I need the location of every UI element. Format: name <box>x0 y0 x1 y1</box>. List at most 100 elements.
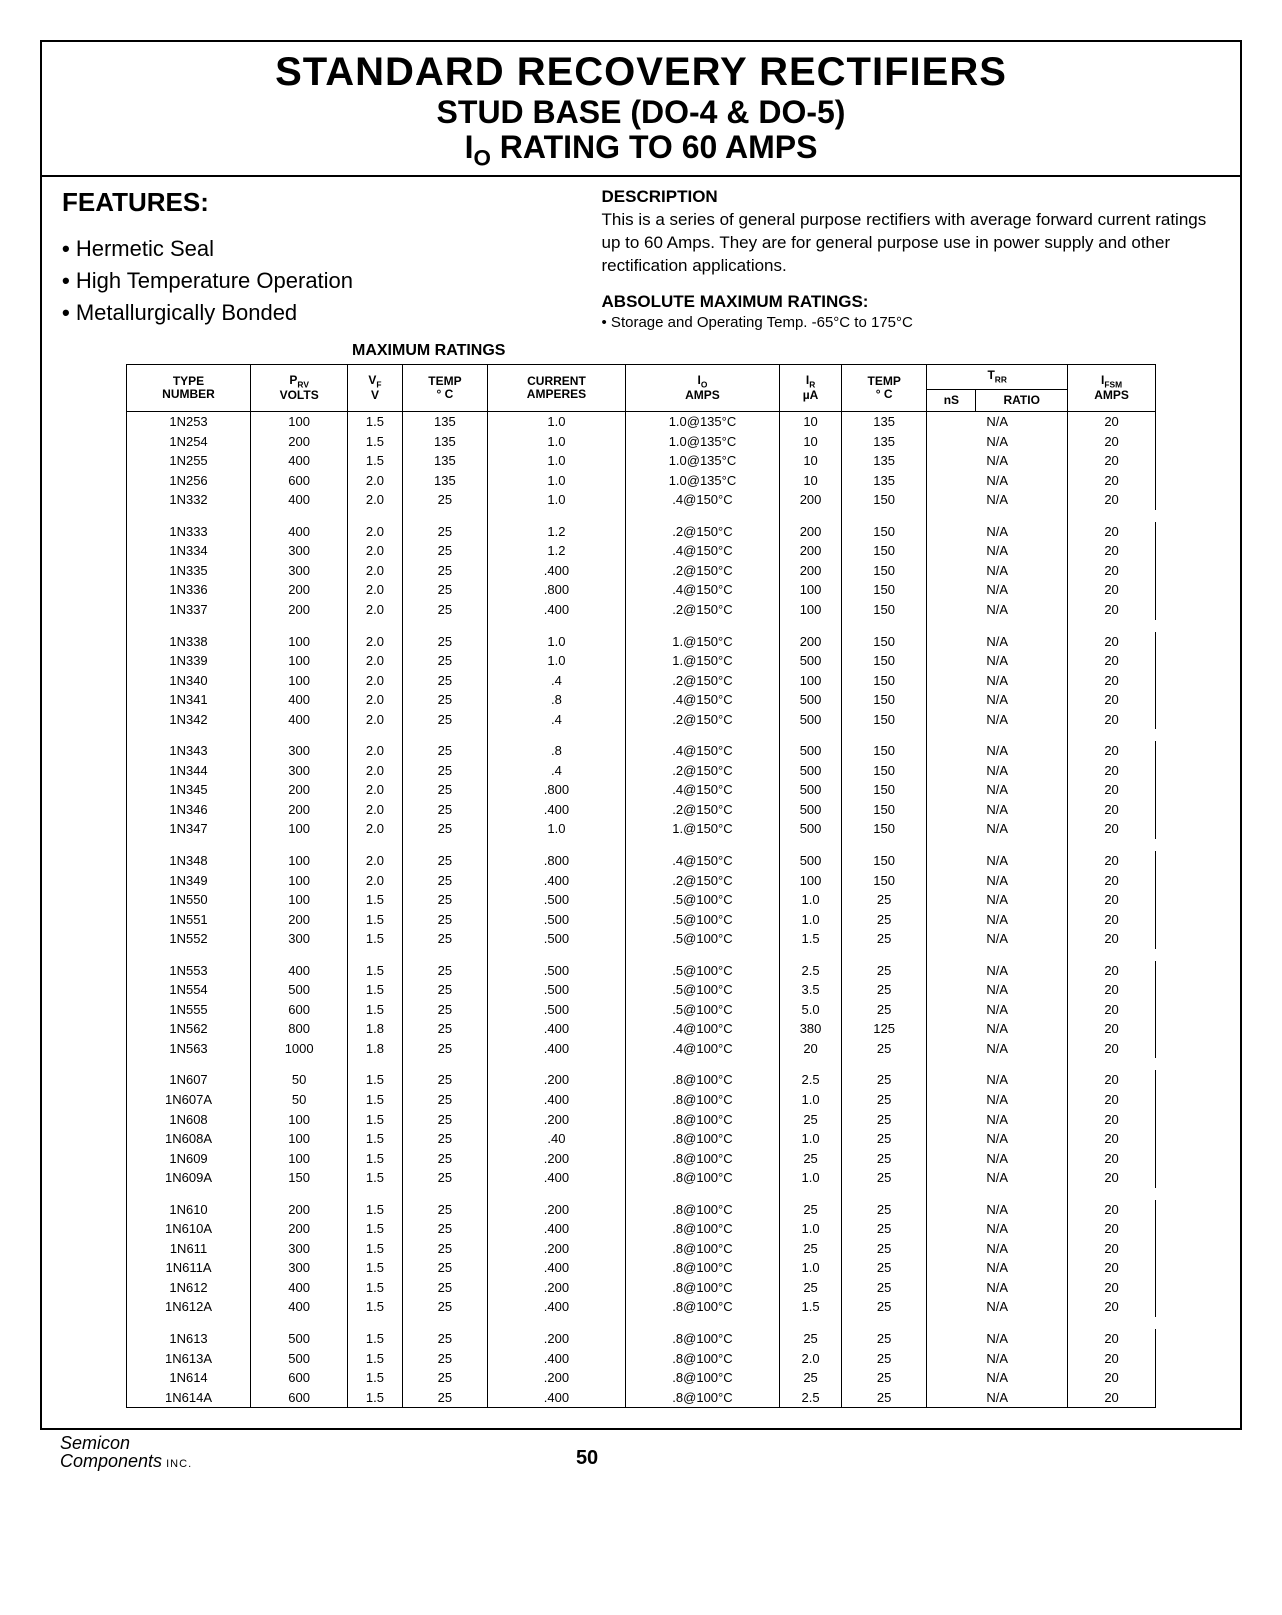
table-row: 1N607501.525.200.8@100°C2.525N/A20 <box>126 1070 1155 1090</box>
sep-cell <box>841 1058 926 1070</box>
sep-cell <box>348 1058 403 1070</box>
table-row: 1N6124001.525.200.8@100°C2525N/A20 <box>126 1278 1155 1298</box>
table-cell: 300 <box>251 1258 348 1278</box>
table-cell: 1N253 <box>126 412 250 432</box>
table-cell: 1N335 <box>126 561 250 581</box>
sep-cell <box>251 839 348 851</box>
table-cell: 150 <box>841 600 926 620</box>
table-cell: 600 <box>251 1000 348 1020</box>
table-cell: 1N341 <box>126 690 250 710</box>
table-row: 1N6135001.525.200.8@100°C2525N/A20 <box>126 1329 1155 1349</box>
table-cell: 25 <box>402 651 487 671</box>
table-cell: 1.0 <box>780 1129 842 1149</box>
description-text: This is a series of general purpose rect… <box>602 209 1220 278</box>
th-ir: IRµA <box>780 365 842 412</box>
table-cell: .5@100°C <box>625 1000 779 1020</box>
table-row: 1N3324002.0251.0.4@150°C200150N/A20 <box>126 490 1155 510</box>
table-cell: 25 <box>402 1297 487 1317</box>
table-cell: 25 <box>780 1278 842 1298</box>
sep-cell <box>841 839 926 851</box>
table-cell: .500 <box>488 890 626 910</box>
table-row: 1N608A1001.525.40.8@100°C1.025N/A20 <box>126 1129 1155 1149</box>
table-cell: 1N614A <box>126 1388 250 1408</box>
table-cell: 1.0 <box>488 451 626 471</box>
table-cell: 25 <box>402 761 487 781</box>
table-cell: .200 <box>488 1200 626 1220</box>
table-cell: 2.5 <box>780 961 842 981</box>
sep-cell <box>841 510 926 522</box>
table-cell: .400 <box>488 1297 626 1317</box>
table-cell: 1N334 <box>126 541 250 561</box>
table-cell: 100 <box>251 890 348 910</box>
table-cell: 25 <box>402 980 487 1000</box>
table-cell: 20 <box>1068 1000 1156 1020</box>
table-cell: 200 <box>780 561 842 581</box>
table-cell: 20 <box>1068 780 1156 800</box>
table-cell-trr: N/A <box>927 412 1068 432</box>
table-cell: 500 <box>780 780 842 800</box>
table-cell: 25 <box>841 1149 926 1169</box>
sep-cell <box>841 620 926 632</box>
table-cell: 150 <box>841 671 926 691</box>
sep-cell <box>126 620 250 632</box>
table-cell: 25 <box>841 1090 926 1110</box>
table-cell: 25 <box>402 890 487 910</box>
table-cell: 25 <box>841 961 926 981</box>
table-cell: .400 <box>488 561 626 581</box>
table-cell: 1.5 <box>348 980 403 1000</box>
table-cell: 2.0 <box>348 471 403 491</box>
table-cell-trr: N/A <box>927 690 1068 710</box>
table-cell: 20 <box>780 1039 842 1059</box>
table-cell: 1.5 <box>348 929 403 949</box>
table-cell: 25 <box>402 561 487 581</box>
table-cell: .200 <box>488 1110 626 1130</box>
table-cell: 1N255 <box>126 451 250 471</box>
table-cell-trr: N/A <box>927 600 1068 620</box>
sep-cell <box>780 1317 842 1329</box>
title-line3: IO RATING TO 60 AMPS <box>42 130 1240 171</box>
table-cell: 1N550 <box>126 890 250 910</box>
group-separator <box>126 729 1155 741</box>
table-cell: 1N607A <box>126 1090 250 1110</box>
table-cell: 20 <box>1068 871 1156 891</box>
table-cell: .200 <box>488 1329 626 1349</box>
table-cell: 380 <box>780 1019 842 1039</box>
table-cell-trr: N/A <box>927 1278 1068 1298</box>
table-cell: .200 <box>488 1070 626 1090</box>
table-cell: 25 <box>402 851 487 871</box>
table-cell: 1.0 <box>488 819 626 839</box>
table-cell: .8@100°C <box>625 1149 779 1169</box>
table-cell: 25 <box>841 1278 926 1298</box>
table-cell: 300 <box>251 929 348 949</box>
table-cell-trr: N/A <box>927 1039 1068 1059</box>
sep-cell <box>402 729 487 741</box>
table-cell: 20 <box>1068 710 1156 730</box>
footer-company-line2: Components INC. <box>60 1452 192 1470</box>
table-cell-trr: N/A <box>927 980 1068 1000</box>
table-cell: 25 <box>402 1110 487 1130</box>
table-cell: 400 <box>251 1297 348 1317</box>
table-cell: 200 <box>251 800 348 820</box>
group-separator <box>126 839 1155 851</box>
table-cell: 1.5 <box>348 1110 403 1130</box>
table-cell: 1.2 <box>488 522 626 542</box>
table-cell: 1.5 <box>348 1000 403 1020</box>
table-cell: 1.5 <box>348 1258 403 1278</box>
table-cell: 25 <box>780 1368 842 1388</box>
table-row: 1N613A5001.525.400.8@100°C2.025N/A20 <box>126 1349 1155 1369</box>
sep-cell <box>402 1058 487 1070</box>
table-row: 1N3491002.025.400.2@150°C100150N/A20 <box>126 871 1155 891</box>
table-cell: 3.5 <box>780 980 842 1000</box>
th-temp1: TEMP° C <box>402 365 487 412</box>
table-cell: 135 <box>841 412 926 432</box>
table-cell: 100 <box>251 651 348 671</box>
table-cell: 200 <box>780 522 842 542</box>
table-cell: 1.5 <box>348 1149 403 1169</box>
table-cell: 1.0 <box>780 1090 842 1110</box>
sep-cell <box>251 620 348 632</box>
table-cell-trr: N/A <box>927 580 1068 600</box>
table-cell: 135 <box>841 471 926 491</box>
table-body: 1N2531001.51351.01.0@135°C10135N/A201N25… <box>126 412 1155 1408</box>
table-cell-trr: N/A <box>927 471 1068 491</box>
table-row: 1N5512001.525.500.5@100°C1.025N/A20 <box>126 910 1155 930</box>
